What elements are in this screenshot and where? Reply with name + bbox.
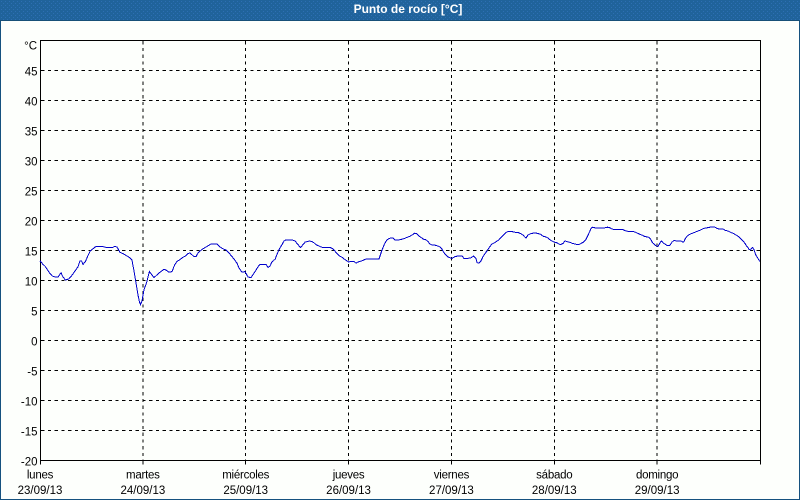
svg-text:28/09/13: 28/09/13 xyxy=(532,485,577,497)
svg-text:40: 40 xyxy=(25,97,38,109)
svg-text:-15: -15 xyxy=(21,427,38,439)
svg-text:25: 25 xyxy=(25,187,38,199)
svg-text:26/09/13: 26/09/13 xyxy=(326,485,371,497)
svg-text:23/09/13: 23/09/13 xyxy=(18,485,63,497)
svg-text:°C: °C xyxy=(24,41,37,53)
svg-text:viernes: viernes xyxy=(434,469,470,481)
svg-text:25/09/13: 25/09/13 xyxy=(223,485,268,497)
svg-text:5: 5 xyxy=(31,307,37,319)
svg-text:lunes: lunes xyxy=(27,469,54,481)
svg-text:-20: -20 xyxy=(21,457,38,469)
svg-text:29/09/13: 29/09/13 xyxy=(635,485,680,497)
svg-text:miércoles: miércoles xyxy=(222,469,269,481)
svg-text:45: 45 xyxy=(25,67,38,79)
svg-text:24/09/13: 24/09/13 xyxy=(120,485,165,497)
svg-text:-10: -10 xyxy=(21,397,38,409)
svg-text:sábado: sábado xyxy=(536,469,572,481)
svg-text:martes: martes xyxy=(126,469,160,481)
svg-text:30: 30 xyxy=(25,157,38,169)
svg-text:domingo: domingo xyxy=(636,469,678,481)
svg-text:jueves: jueves xyxy=(332,469,365,481)
svg-text:15: 15 xyxy=(25,247,38,259)
svg-text:10: 10 xyxy=(25,277,38,289)
svg-text:27/09/13: 27/09/13 xyxy=(429,485,474,497)
svg-text:0: 0 xyxy=(31,337,37,349)
svg-text:20: 20 xyxy=(25,217,38,229)
svg-text:35: 35 xyxy=(25,127,38,139)
svg-text:-5: -5 xyxy=(27,367,37,379)
